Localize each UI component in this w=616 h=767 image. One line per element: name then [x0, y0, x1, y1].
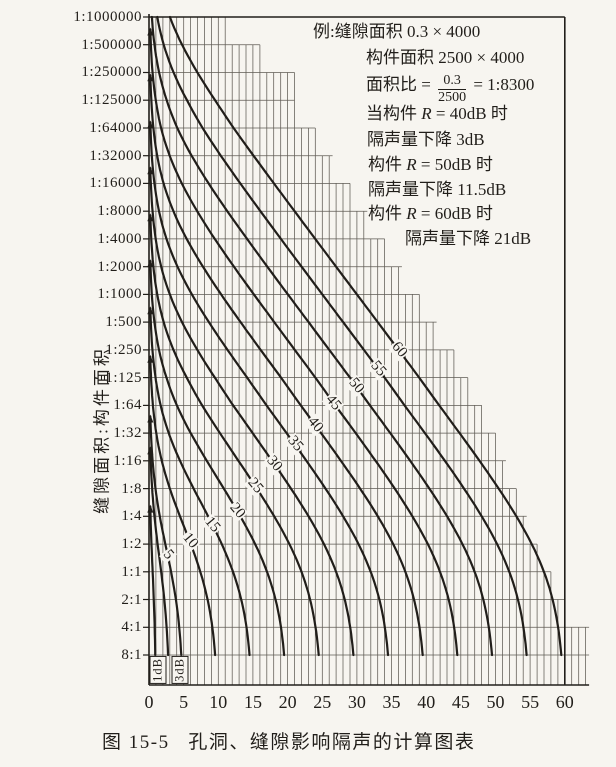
note-line-4: 当构件 R = 40dB 时: [366, 103, 508, 125]
y-axis-label: 4:1: [121, 619, 142, 636]
note-line-6: 构件 R = 50dB 时: [368, 154, 493, 176]
band-label-1dB: 1dB: [149, 656, 167, 684]
fraction-denominator: 2500: [438, 90, 467, 105]
y-axis-label: 1:250: [105, 341, 142, 358]
note-line-1: 例:缝隙面积 0.3 × 4000: [313, 21, 480, 43]
note-text: 隔声量下降 3dB: [367, 130, 485, 149]
curve-50dB: [150, 15, 494, 657]
note-variable-R: R: [406, 204, 417, 223]
axis-ticks: [143, 16, 149, 656]
band-label-3dB: 3dB: [171, 656, 189, 684]
y-axis-label: 1:16: [113, 452, 142, 469]
y-axis-label: 1:32: [113, 425, 142, 442]
x-axis-label: 20: [278, 692, 297, 712]
curve-40dB: [149, 74, 424, 657]
note-text: 隔声量下降 11.5dB: [368, 180, 507, 199]
y-axis-label: 1:500: [105, 314, 142, 331]
curve-lines: [147, 15, 563, 657]
x-axis-label: 40: [417, 692, 436, 712]
curve-25dB: [149, 214, 320, 657]
x-axis-label: 45: [451, 692, 470, 712]
y-axis-label: 1:8000: [97, 203, 142, 220]
y-axis-label: 1:64: [113, 397, 142, 414]
curve-20dB: [149, 260, 286, 657]
x-axis-label: 5: [179, 692, 189, 712]
curve-tip-arrow-icon: [147, 166, 154, 175]
y-axis-label: 2:1: [121, 591, 142, 608]
y-axis-label: 1:32000: [89, 147, 142, 164]
figure-caption: 图 15-5 孔洞、缝隙影响隔声的计算图表: [102, 732, 476, 753]
x-axis-label: 50: [486, 692, 505, 712]
y-axis-label: 1:8: [121, 480, 142, 497]
note-text: = 40dB 时: [431, 104, 508, 123]
x-axis-label: 10: [209, 692, 228, 712]
curve-tip-arrow-icon: [147, 213, 154, 222]
y-axis-label: 8:1: [121, 647, 142, 664]
curve-30dB: [149, 167, 355, 657]
y-axis-label: 1:64000: [89, 119, 142, 136]
note-text: 构件: [368, 155, 407, 174]
y-axis-label: 1:1: [121, 563, 142, 580]
note-text: = 1:8300: [469, 75, 535, 94]
x-axis-label: 25: [313, 692, 332, 712]
x-axis-label: 60: [555, 692, 574, 712]
note-line-3: 面积比 = 0.3 2500 = 1:8300: [366, 74, 534, 105]
y-axis-label: 1:16000: [89, 175, 142, 192]
fraction-numerator: 0.3: [438, 74, 467, 90]
y-axis-label: 1:2: [121, 536, 142, 553]
curve-1dB: [149, 505, 157, 657]
note-text: 当构件: [366, 104, 422, 123]
note-line-9: 隔声量下降 21dB: [405, 228, 531, 250]
y-axis-label: 1:2000: [97, 258, 142, 275]
x-axis-label: 0: [144, 692, 154, 712]
curve-60dB: [168, 15, 563, 657]
fraction: 0.3 2500: [438, 74, 467, 105]
curve-35dB: [149, 121, 390, 657]
y-axis-label: 1:4: [121, 508, 142, 525]
y-axis-label: 1:1000000: [73, 9, 142, 25]
y-axis-label: 1:1000: [97, 286, 142, 303]
y-axis-label: 1:125: [105, 369, 142, 386]
x-axis-label: 15: [243, 692, 262, 712]
note-text: = 60dB 时: [416, 204, 493, 223]
note-line-7: 隔声量下降 11.5dB: [368, 179, 506, 201]
note-line-2: 构件面积 2500 × 4000: [366, 47, 524, 69]
curve-3dB: [149, 447, 170, 657]
y-axis-label: 1:500000: [81, 36, 142, 53]
note-text: 例:缝隙面积 0.3 × 4000: [313, 22, 481, 41]
curve-tip-arrow-icon: [147, 259, 154, 268]
note-text: 面积比 =: [366, 75, 436, 94]
curve-tip-arrow-icon: [147, 120, 154, 129]
note-text: = 50dB 时: [416, 155, 493, 174]
y-axis-title: 缝隙面积:构件面积: [92, 346, 112, 514]
curve-tip-arrow-icon: [147, 354, 154, 363]
curve-45dB: [149, 28, 459, 657]
curve-tip-arrow-icon: [147, 27, 154, 36]
note-text: 隔声量下降 21dB: [405, 229, 532, 248]
curve-tip-arrow-icon: [147, 414, 154, 423]
curve-10dB: [149, 355, 217, 657]
y-axis-label: 1:4000: [97, 230, 142, 247]
curve-tip-arrow-icon: [147, 73, 154, 82]
curve-15dB: [149, 307, 251, 657]
note-line-8: 构件 R = 60dB 时: [368, 203, 493, 225]
curve-5dB: [149, 415, 183, 657]
note-text: 构件: [368, 204, 407, 223]
x-axis-label: 55: [521, 692, 540, 712]
note-text: 构件面积 2500 × 4000: [366, 48, 525, 67]
x-axis-label: 30: [347, 692, 366, 712]
y-axis-label: 1:250000: [81, 64, 142, 81]
note-variable-R: R: [421, 104, 432, 123]
note-variable-R: R: [406, 155, 417, 174]
curve-55dB: [156, 15, 528, 657]
note-line-5: 隔声量下降 3dB: [367, 129, 485, 151]
x-axis-label: 35: [382, 692, 401, 712]
y-axis-label: 1:125000: [81, 92, 142, 109]
curve-tip-arrow-icon: [147, 504, 154, 513]
curve-tip-arrow-icon: [147, 306, 154, 315]
